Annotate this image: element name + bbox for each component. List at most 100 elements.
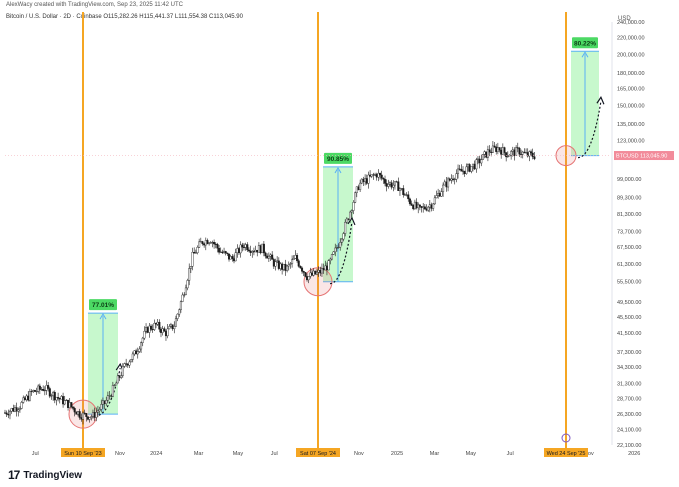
candle-body: [224, 251, 227, 254]
x-tick-label: Nov: [115, 451, 125, 457]
candle-body: [460, 169, 463, 172]
candle-body: [389, 182, 392, 185]
candle-body: [307, 276, 310, 281]
candle-body: [103, 400, 106, 405]
candle-body: [45, 385, 48, 391]
candle-body: [296, 255, 299, 261]
gain-label-badge: [89, 299, 117, 311]
candle-body: [60, 396, 63, 400]
candle-body: [312, 270, 315, 276]
candle-body: [384, 179, 387, 184]
candle-body: [138, 348, 141, 352]
candle-body: [355, 186, 358, 193]
candle-body: [447, 178, 450, 188]
candle-body: [496, 147, 499, 152]
x-tick-label: Jul: [507, 451, 514, 457]
candle-body: [277, 260, 280, 269]
candle-body: [145, 327, 148, 332]
candle-body: [93, 412, 96, 418]
candle-body: [246, 244, 249, 251]
candle-body: [189, 266, 192, 269]
candle-body: [22, 397, 25, 403]
candle-body: [501, 147, 504, 155]
candle-body: [425, 208, 428, 211]
candle-body: [8, 411, 11, 416]
candle-body: [276, 260, 279, 263]
candle-body: [244, 244, 247, 248]
candle-body: [516, 147, 519, 149]
y-tick-label: 165,000.00: [617, 86, 645, 92]
candle-body: [7, 414, 10, 416]
x-tick-label: Jul: [32, 451, 39, 457]
candle-body: [450, 178, 453, 181]
candle-body: [332, 251, 335, 255]
candle-body: [495, 146, 498, 152]
cycle-date-label: Sun 10 Sep '23: [64, 451, 101, 457]
candle-body: [226, 252, 229, 255]
candle-body: [204, 240, 207, 246]
candle-body: [269, 254, 272, 257]
candle-body: [392, 184, 395, 188]
candle-body: [136, 351, 139, 355]
candle-body: [458, 168, 461, 170]
projection-arrow-head: [347, 216, 356, 226]
currency-label: USD: [618, 16, 631, 22]
candle-body: [131, 353, 134, 360]
candle-body: [418, 204, 421, 207]
symbol-line: Bitcoin / U.S. Dollar · 2D · Coinbase O1…: [6, 14, 243, 20]
candle-body: [158, 321, 161, 330]
candle-body: [322, 268, 325, 271]
candle-body: [159, 328, 162, 333]
cycle-date-label: Wed 24 Sep '25: [547, 451, 586, 457]
candle-body: [335, 247, 338, 249]
candle-body: [186, 280, 189, 289]
candle-body: [35, 391, 38, 393]
candle-body: [314, 270, 317, 275]
y-tick-label: 22,100.00: [617, 443, 641, 449]
candle-body: [302, 271, 305, 273]
candle-body: [287, 264, 290, 267]
candle-body: [481, 154, 484, 160]
candle-body: [493, 145, 496, 148]
candle-body: [231, 256, 234, 259]
x-tick-label: May: [233, 451, 244, 457]
candle-body: [462, 170, 465, 172]
candle-body: [315, 271, 318, 275]
candle-body: [261, 243, 264, 254]
candle-body: [410, 203, 413, 206]
candle-body: [457, 168, 460, 174]
candle-body: [171, 324, 174, 330]
cycle-date-label: Sat 07 Sep '24: [300, 451, 336, 457]
candle-body: [390, 182, 393, 188]
candle-body: [262, 243, 265, 254]
candle-body: [191, 251, 194, 267]
candle-body: [169, 324, 172, 327]
y-tick-label: 135,000.00: [617, 122, 645, 128]
candle-body: [3, 412, 6, 414]
candle-body: [25, 395, 28, 400]
candle-body: [408, 198, 411, 204]
projection-arrow-head: [596, 96, 605, 105]
candle-body: [443, 181, 446, 186]
candle-body: [511, 149, 514, 152]
candle-body: [327, 260, 330, 271]
candle-body: [214, 243, 217, 245]
tradingview-brand: TradingView: [23, 469, 83, 481]
candle-body: [181, 294, 184, 302]
candle-body: [251, 251, 254, 253]
y-tick-label: 150,000.00: [617, 103, 645, 109]
candle-body: [133, 350, 136, 355]
candle-body: [448, 178, 451, 181]
candle-body: [284, 263, 287, 271]
x-tick-label: 2026: [628, 451, 640, 457]
candle-body: [345, 218, 348, 223]
candle-body: [73, 408, 76, 413]
candle-body: [105, 400, 108, 405]
candle-body: [412, 205, 415, 210]
last-price-badge: [614, 151, 674, 161]
candle-body: [304, 272, 307, 277]
candle-body: [40, 389, 43, 391]
candle-body: [299, 266, 302, 269]
projection-arrow: [577, 101, 602, 159]
